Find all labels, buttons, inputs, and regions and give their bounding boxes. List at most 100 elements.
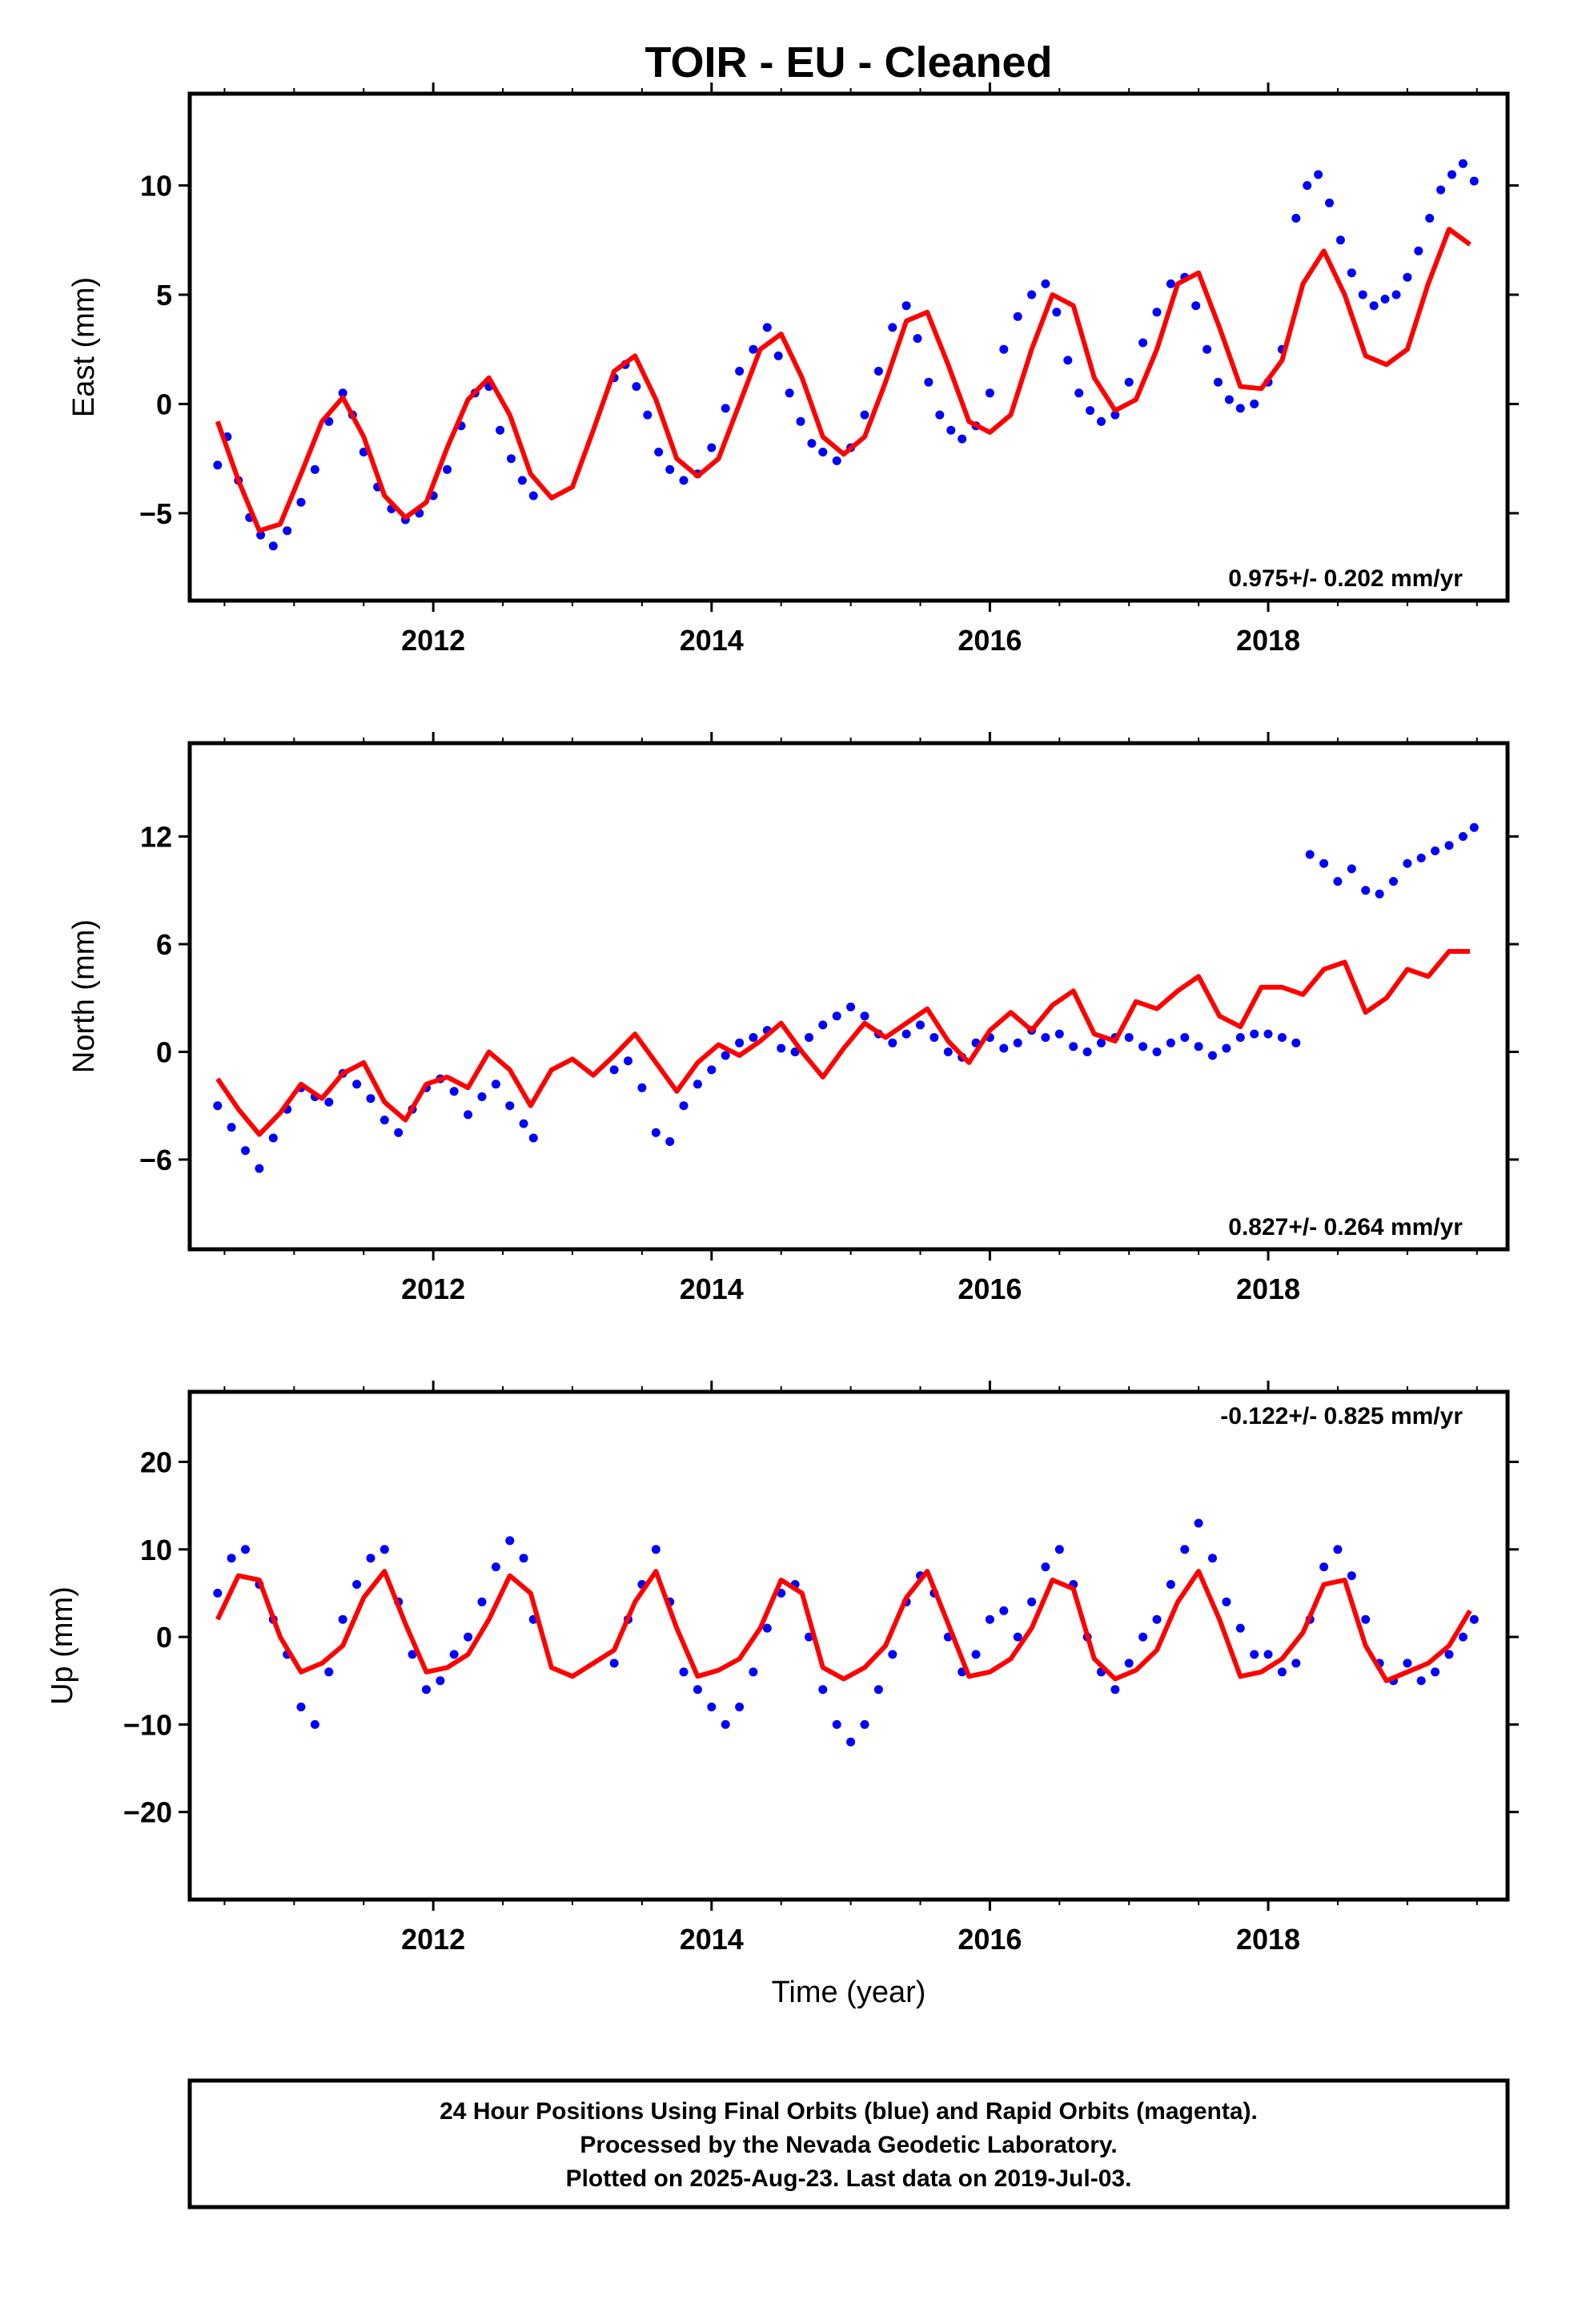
up-data-point — [436, 1676, 445, 1686]
up-panel: 2012 2014 2016 2018 −20 −10 0 10 20 Up (mm) Time (… — [46, 1381, 1519, 2009]
up-data-point — [1250, 1650, 1259, 1659]
north-data-point — [227, 1123, 236, 1132]
east-data-point — [1347, 268, 1356, 278]
up-data-point — [505, 1536, 515, 1546]
north-data-point — [1222, 1043, 1231, 1053]
north-data-point — [464, 1110, 473, 1120]
up-data-point — [1041, 1562, 1050, 1572]
north-rate-label: 0.827+/- 0.264 mm/yr — [1228, 1214, 1463, 1240]
up-y-tick-label: −20 — [123, 1796, 172, 1829]
up-data-point — [846, 1737, 856, 1747]
east-data-point — [901, 301, 911, 311]
east-data-point — [1469, 176, 1479, 186]
north-data-point — [916, 1020, 925, 1030]
east-data-point — [1110, 410, 1120, 420]
north-data-point — [1375, 889, 1384, 899]
north-data-point — [624, 1056, 632, 1066]
east-data-point — [1191, 301, 1201, 311]
north-data-point — [1319, 858, 1329, 868]
up-data-point — [735, 1703, 745, 1711]
east-data-point — [213, 460, 223, 470]
north-data-point — [693, 1080, 702, 1089]
north-data-point — [1250, 1029, 1259, 1039]
up-data-point — [749, 1667, 758, 1677]
north-data-point — [1208, 1051, 1217, 1060]
east-data-point — [1325, 198, 1334, 207]
up-data-point — [999, 1606, 1009, 1615]
north-x-tick-label: 2018 — [1236, 1273, 1300, 1305]
up-y-tick-label: −10 — [123, 1708, 172, 1741]
east-data-point — [735, 367, 745, 376]
east-data-point — [1013, 312, 1022, 321]
east-data-point — [665, 464, 675, 474]
up-data-point — [338, 1614, 347, 1624]
east-data-point — [773, 351, 783, 360]
up-data-point — [1222, 1597, 1231, 1606]
east-data-point — [1358, 290, 1367, 300]
north-data-point — [1180, 1033, 1190, 1042]
north-data-point — [1416, 853, 1426, 862]
up-data-point — [1124, 1659, 1134, 1668]
east-y-axis-title: East (mm) — [67, 277, 101, 417]
up-data-point — [693, 1685, 702, 1695]
north-data-point — [449, 1087, 459, 1096]
footer-frame — [187, 2078, 1510, 2209]
north-data-point — [1054, 1029, 1064, 1039]
up-data-point — [241, 1545, 250, 1554]
up-data-point — [721, 1719, 730, 1729]
up-data-point — [679, 1667, 689, 1677]
north-data-point — [707, 1065, 717, 1075]
east-data-point — [528, 491, 538, 501]
north-data-point — [1458, 832, 1468, 841]
east-data-point — [517, 476, 527, 485]
north-data-point — [1124, 1033, 1134, 1042]
east-data-point — [958, 434, 967, 444]
north-data-point — [651, 1128, 661, 1137]
north-data-point — [1444, 841, 1454, 850]
east-data-point — [1124, 377, 1134, 387]
east-data-point — [496, 425, 505, 435]
north-x-tick-label: 2012 — [401, 1273, 465, 1305]
up-data-point — [1291, 1659, 1301, 1668]
north-model-line — [215, 949, 1471, 1137]
north-data-point — [888, 1038, 897, 1047]
north-data-point — [241, 1146, 250, 1156]
north-y-tick-label: 0 — [156, 1035, 172, 1068]
east-data-point — [785, 388, 794, 398]
north-y-axis-title: North (mm) — [67, 919, 101, 1073]
east-data-point — [1380, 295, 1390, 304]
up-x-tick-label: 2012 — [401, 1923, 465, 1956]
north-data-point — [805, 1033, 813, 1042]
east-data-point — [1086, 406, 1095, 416]
east-x-tick-label: 2012 — [401, 624, 465, 657]
up-x-axis-title: Time (year) — [772, 1976, 926, 2009]
east-data-point — [1414, 246, 1423, 255]
east-data-point — [1403, 272, 1412, 282]
east-data-point — [679, 476, 689, 485]
north-data-point — [255, 1164, 264, 1173]
up-rate-label: -0.122+/- 0.825 mm/yr — [1220, 1403, 1463, 1429]
up-data-point — [491, 1562, 500, 1572]
up-x-tick-label: 2016 — [958, 1923, 1022, 1956]
east-data-point — [1303, 181, 1312, 191]
north-data-point — [324, 1097, 334, 1107]
east-x-tick-label: 2014 — [680, 624, 744, 657]
north-data-point — [1138, 1042, 1148, 1051]
east-data-point — [913, 334, 922, 344]
north-data-point — [1166, 1038, 1175, 1047]
east-data-point — [1391, 290, 1401, 300]
up-data-point — [449, 1650, 459, 1659]
north-data-point — [1403, 858, 1412, 868]
north-data-point — [679, 1101, 689, 1111]
north-y-tick-label: −6 — [139, 1144, 172, 1176]
up-data-point — [707, 1703, 717, 1711]
up-data-point — [1444, 1650, 1454, 1659]
up-data-point — [888, 1650, 897, 1659]
east-data-point — [1447, 170, 1456, 179]
east-data-point — [1052, 308, 1062, 317]
north-data-point — [721, 1051, 730, 1060]
east-data-point — [762, 323, 772, 332]
up-data-point — [971, 1650, 981, 1659]
footer-line-1: 24 Hour Positions Using Final Orbits (bl… — [440, 2098, 1258, 2125]
north-data-point — [477, 1092, 487, 1101]
